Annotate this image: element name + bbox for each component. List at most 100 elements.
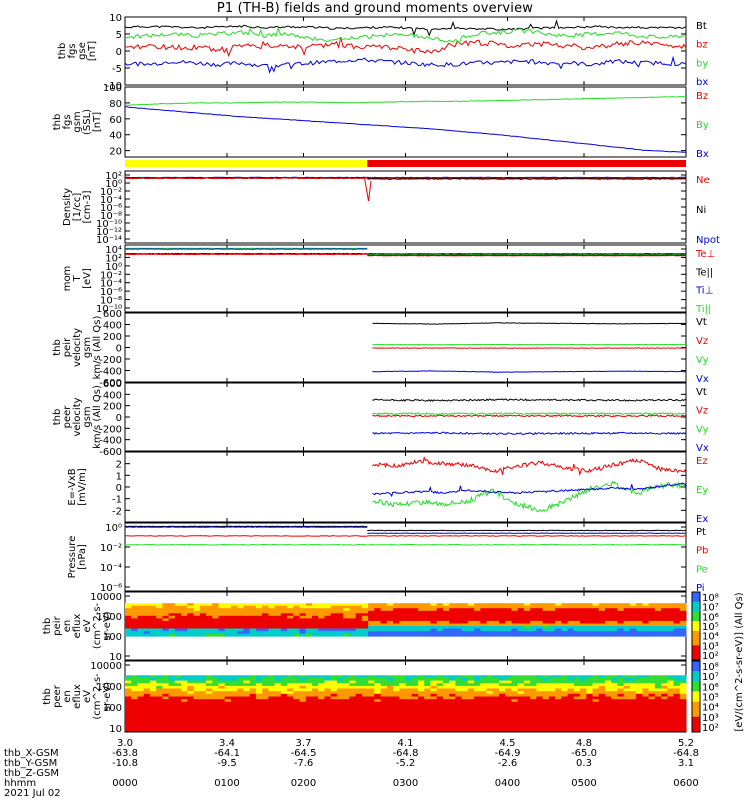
heatmap-cell [405,701,413,705]
heatmap-cell [548,691,556,695]
heatmap-cell [623,728,631,732]
heatmap-cell [592,613,600,617]
heatmap-cell [449,712,456,716]
heatmap-cell [199,693,207,697]
y-tick-label: 5 [116,30,122,41]
heatmap-cell [343,685,350,690]
heatmap-cell [237,688,244,692]
heatmap-cell [330,631,338,635]
heatmap-cell [486,633,494,637]
heatmap-cell [231,603,238,607]
heatmap-cell [499,620,506,624]
heatmap-cell [355,626,363,629]
heatmap-cell [262,691,269,695]
heatmap-cell [125,605,132,609]
heatmap-cell [561,728,568,732]
heatmap-cell [274,683,282,687]
heatmap-cell [580,610,587,614]
heatmap-cell [418,618,425,622]
y-axis-label-line: peer [52,684,63,708]
heatmap-cell [274,633,282,637]
heatmap-cell [611,623,618,627]
heatmap-cell [629,608,637,612]
heatmap-cell [336,712,344,716]
heatmap-cell [393,620,400,624]
heatmap-cell [174,677,182,682]
heatmap-cell [567,696,575,700]
heatmap-cell [442,631,450,635]
heatmap-cell [455,696,463,700]
heatmap-cell [386,677,394,682]
heatmap-cell [199,723,207,727]
heatmap-cell [636,709,643,713]
heatmap-cell [305,685,313,690]
heatmap-cell [629,620,637,624]
heatmap-cell [654,728,662,732]
heatmap-cell [243,720,251,724]
heatmap-cell [386,675,394,679]
heatmap-cell [249,615,257,619]
heatmap-cell [418,696,425,700]
heatmap-cell [187,631,194,635]
heatmap-cell [243,717,251,721]
heatmap-cell [249,696,257,700]
heatmap-cell [573,717,581,721]
heatmap-cell [542,610,550,614]
heatmap-cell [399,620,406,624]
heatmap-cell [586,677,593,682]
heatmap-cell [380,610,388,614]
heatmap-cell [231,623,238,627]
heatmap-cell [125,717,132,721]
heatmap-cell [374,626,381,629]
heatmap-cell [648,728,656,732]
heatmap-cell [611,693,618,697]
heatmap-cell [567,605,575,609]
heatmap-cell [399,683,406,687]
heatmap-cell [386,626,394,629]
heatmap-cell [380,620,388,624]
heatmap-cell [548,631,556,635]
heatmap-cell [174,728,182,732]
heatmap-cell [586,620,593,624]
heatmap-cell [274,615,282,619]
heatmap-cell [617,715,625,719]
heatmap-cell [237,680,244,684]
heatmap-cell [330,680,338,684]
heatmap-cell [424,707,431,711]
heatmap-cell [255,709,263,713]
heatmap-cell [243,685,251,690]
heatmap-cell [212,675,219,679]
heatmap-cell [667,603,674,607]
heatmap-cell [255,685,263,690]
heatmap-cell [673,605,681,609]
heatmap-cell [374,631,381,635]
heatmap-cell [324,715,332,719]
heatmap-cell [149,701,157,705]
y-tick-label: 10⁻⁴ [100,195,122,206]
heatmap-cell [361,699,369,703]
heatmap-cell [143,704,151,708]
heatmap-cell [318,720,325,724]
heatmap-cell [418,688,425,692]
heatmap-cell [611,704,618,708]
heatmap-cell [374,728,381,732]
heatmap-cell [505,623,512,627]
heatmap-cell [492,631,500,635]
heatmap-cell [361,720,369,724]
heatmap-cell [449,610,456,614]
y-tick-label: -400 [99,367,122,378]
y-tick-label: 1000 [97,682,122,693]
heatmap-cell [499,717,506,721]
heatmap-cell [305,717,313,721]
y-axis-label-line: Density [62,188,73,226]
heatmap-cell [642,709,650,713]
heatmap-cell [336,610,344,614]
heatmap-cell [243,628,251,632]
heatmap-cell [567,715,575,719]
heatmap-cell [536,691,544,695]
heatmap-cell [343,623,350,627]
heatmap-cell [330,723,338,727]
heatmap-cell [193,725,201,729]
heatmap-cell [405,628,413,632]
